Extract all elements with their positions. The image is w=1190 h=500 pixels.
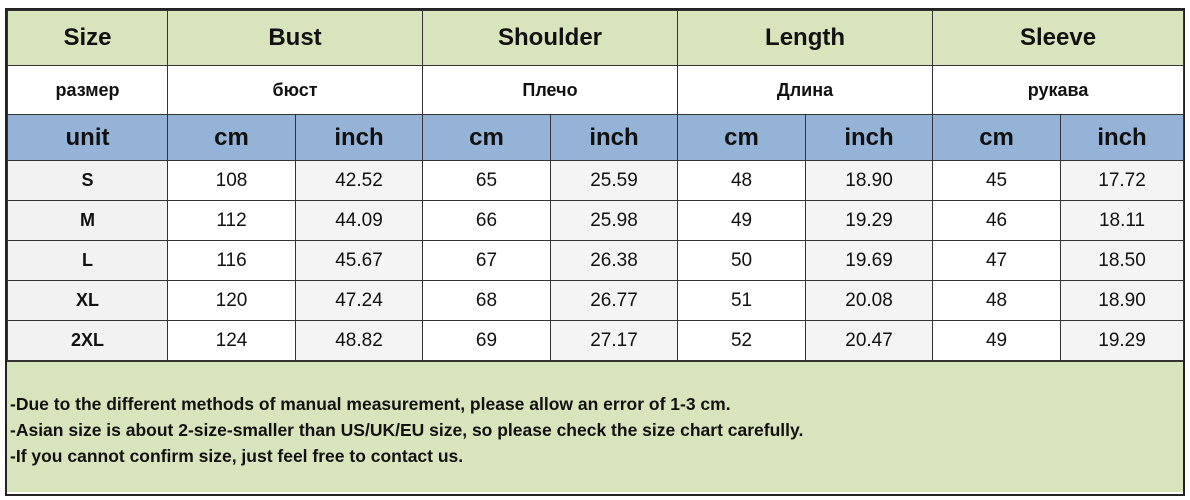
inch-cell: 25.59: [549, 160, 679, 201]
russian-header-row: размер бюст Плечо Длина рукава: [7, 65, 1185, 115]
cm-cell: 68: [422, 280, 551, 321]
inch-cell: 18.11: [1060, 200, 1185, 241]
unit-cm: cm: [932, 114, 1062, 161]
russian-size: размер: [7, 65, 168, 115]
cm-cell: 47: [932, 240, 1062, 281]
unit-label: unit: [7, 114, 168, 161]
unit-inch: inch: [805, 114, 934, 161]
cm-cell: 65: [422, 160, 551, 201]
header-shoulder: Shoulder: [421, 10, 679, 66]
unit-cm: cm: [677, 114, 807, 161]
russian-shoulder: Плечо: [421, 65, 679, 115]
note-line: -Due to the different methods of manual …: [10, 394, 731, 414]
table-row: S 108 42.52 65 25.59 48 18.90 45 17.72: [7, 160, 1185, 201]
table-row: 2XL 124 48.82 69 27.17 52 20.47 49 19.29: [7, 320, 1185, 361]
cm-cell: 46: [932, 200, 1062, 241]
inch-cell: 20.47: [805, 320, 934, 361]
inch-cell: 18.90: [1060, 280, 1185, 321]
inch-cell: 45.67: [295, 240, 423, 281]
cm-cell: 66: [422, 200, 551, 241]
cm-cell: 49: [932, 320, 1062, 361]
header-size: Size: [7, 10, 168, 66]
inch-cell: 19.69: [805, 240, 934, 281]
cm-cell: 116: [167, 240, 296, 281]
unit-inch: inch: [295, 114, 423, 161]
inch-cell: 19.29: [1060, 320, 1185, 361]
inch-cell: 47.24: [295, 280, 423, 321]
inch-cell: 26.38: [549, 240, 679, 281]
size-cell: M: [7, 200, 168, 241]
unit-cm: cm: [422, 114, 551, 161]
inch-cell: 18.90: [805, 160, 934, 201]
cm-cell: 120: [167, 280, 296, 321]
header-sleeve: Sleeve: [932, 10, 1185, 66]
cm-cell: 48: [932, 280, 1062, 321]
inch-cell: 19.29: [805, 200, 934, 241]
table-row: L 116 45.67 67 26.38 50 19.69 47 18.50: [7, 240, 1185, 281]
note-line: -Asian size is about 2-size-smaller than…: [10, 420, 804, 440]
unit-row: unit cm inch cm inch cm inch cm inch: [7, 114, 1185, 161]
cm-cell: 51: [677, 280, 807, 321]
cm-cell: 49: [677, 200, 807, 241]
inch-cell: 48.82: [295, 320, 423, 361]
russian-bust: бюст: [167, 65, 423, 115]
inch-cell: 20.08: [805, 280, 934, 321]
header-row: Size Bust Shoulder Length Sleeve: [7, 10, 1185, 66]
size-table: Size Bust Shoulder Length Sleeve размер …: [7, 10, 1185, 361]
inch-cell: 42.52: [295, 160, 423, 201]
russian-sleeve: рукава: [932, 65, 1185, 115]
cm-cell: 108: [167, 160, 296, 201]
inch-cell: 18.50: [1060, 240, 1185, 281]
cm-cell: 124: [167, 320, 296, 361]
inch-cell: 26.77: [549, 280, 679, 321]
unit-cm: cm: [167, 114, 296, 161]
cm-cell: 112: [167, 200, 296, 241]
inch-cell: 44.09: [295, 200, 423, 241]
header-length: Length: [677, 10, 934, 66]
size-cell: L: [7, 240, 168, 281]
cm-cell: 67: [422, 240, 551, 281]
table-row: XL 120 47.24 68 26.77 51 20.08 48 18.90: [7, 280, 1185, 321]
notes-section: -Due to the different methods of manual …: [7, 361, 1183, 492]
table-row: M 112 44.09 66 25.98 49 19.29 46 18.11: [7, 200, 1185, 241]
unit-inch: inch: [1060, 114, 1185, 161]
unit-inch: inch: [549, 114, 679, 161]
header-bust: Bust: [167, 10, 423, 66]
note-line: -If you cannot confirm size, just feel f…: [10, 446, 464, 466]
size-cell: 2XL: [7, 320, 168, 361]
size-cell: S: [7, 160, 168, 201]
inch-cell: 25.98: [549, 200, 679, 241]
russian-length: Длина: [677, 65, 934, 115]
inch-cell: 27.17: [549, 320, 679, 361]
cm-cell: 50: [677, 240, 807, 281]
cm-cell: 52: [677, 320, 807, 361]
cm-cell: 48: [677, 160, 807, 201]
cm-cell: 69: [422, 320, 551, 361]
size-cell: XL: [7, 280, 168, 321]
size-chart: Size Bust Shoulder Length Sleeve размер …: [5, 8, 1185, 496]
cm-cell: 45: [932, 160, 1062, 201]
inch-cell: 17.72: [1060, 160, 1185, 201]
